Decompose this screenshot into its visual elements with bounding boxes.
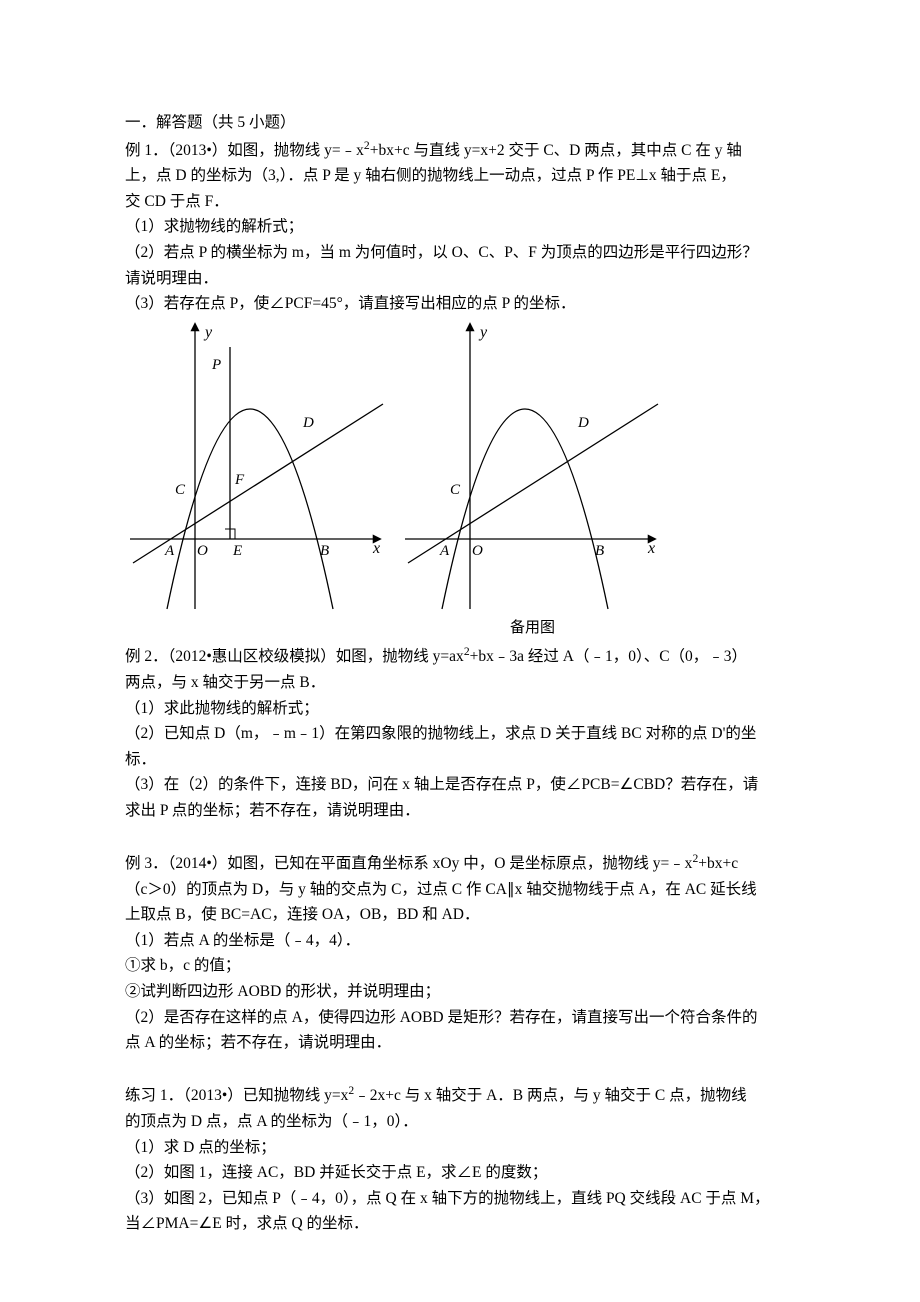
ex2-l2: 两点，与 x 轴交于另一点 B． <box>125 670 795 696</box>
figure-2-caption: 备用图 <box>510 616 555 641</box>
pr1-l2: 的顶点为 D 点，点 A 的坐标为（﹣1，0）． <box>125 1109 795 1135</box>
ex1-l3: 交 CD 于点 F． <box>125 189 795 215</box>
spacer-2 <box>125 1056 795 1082</box>
svg-text:O: O <box>197 543 208 559</box>
ex1-p2: （2）若点 P 的横坐标为 m，当 m 为何值时，以 O、C、P、F 为顶点的四… <box>125 240 795 266</box>
ex1-p2b: 请说明理由． <box>125 266 795 292</box>
svg-text:x: x <box>647 540 655 557</box>
figure-1: x y O A B C D E F P <box>125 319 390 614</box>
pr1-p3: （3）如图 2，已知点 P（﹣4，0），点 Q 在 x 轴下方的抛物线上，直线 … <box>125 1186 795 1212</box>
svg-text:E: E <box>232 543 242 559</box>
ex2-title: 例 2．（2012•惠山区校级模拟）如图，抛物线 y=ax2+bx﹣3a 经过 … <box>125 642 795 670</box>
pr1-p2: （2）如图 1，连接 AC，BD 并延长交于点 E，求∠E 的度数； <box>125 1160 795 1186</box>
svg-text:y: y <box>203 324 213 341</box>
svg-text:O: O <box>472 543 483 559</box>
ex1-title: 例 1．（2013•）如图，抛物线 y=﹣x2+bx+c 与直线 y=x+2 交… <box>125 136 795 164</box>
figure-row: x y O A B C D E F P x y O A B C D 备用图 <box>125 319 795 641</box>
svg-text:y: y <box>478 324 488 341</box>
figure-2: x y O A B C D <box>400 319 665 614</box>
svg-text:A: A <box>439 543 450 559</box>
spacer-1 <box>125 824 795 850</box>
svg-text:D: D <box>577 415 589 431</box>
ex1-p3: （3）若存在点 P，使∠PCF=45°，请直接写出相应的点 P 的坐标． <box>125 291 795 317</box>
ex3-p1: （1）若点 A 的坐标是（﹣4，4）． <box>125 928 795 954</box>
svg-text:B: B <box>595 543 604 559</box>
svg-text:F: F <box>234 472 245 488</box>
ex2-p3: （3）在（2）的条件下，连接 BD，问在 x 轴上是否存在点 P，使∠PCB=∠… <box>125 772 795 798</box>
svg-text:B: B <box>320 543 329 559</box>
ex2-p2b: 标． <box>125 747 795 773</box>
svg-text:A: A <box>164 543 175 559</box>
pr1-p1: （1）求 D 点的坐标； <box>125 1135 795 1161</box>
ex2-p2: （2）已知点 D（m，﹣m﹣1）在第四象限的抛物线上，求点 D 关于直线 BC … <box>125 721 795 747</box>
pr1-title: 练习 1．（2013•）已知抛物线 y=x2﹣2x+c 与 x 轴交于 A．B … <box>125 1081 795 1109</box>
figure-2-cell: x y O A B C D 备用图 <box>400 319 665 641</box>
svg-text:C: C <box>450 482 461 498</box>
ex3-l3: 上取点 B，使 BC=AC，连接 OA，OB，BD 和 AD． <box>125 902 795 928</box>
ex2-p1: （1）求此抛物线的解析式； <box>125 696 795 722</box>
section-heading: 一．解答题（共 5 小题） <box>125 110 795 136</box>
ex3-p2b: 点 A 的坐标；若不存在，请说明理由． <box>125 1030 795 1056</box>
ex3-p1a: ①求 b，c 的值； <box>125 953 795 979</box>
ex1-l2: 上，点 D 的坐标为（3,）．点 P 是 y 轴右侧的抛物线上一动点，过点 P … <box>125 163 795 189</box>
ex2-p3b: 求出 P 点的坐标；若不存在，请说明理由． <box>125 798 795 824</box>
ex3-p1b: ②试判断四边形 AOBD 的形状，并说明理由； <box>125 979 795 1005</box>
svg-text:P: P <box>211 357 221 373</box>
figure-1-cell: x y O A B C D E F P <box>125 319 390 641</box>
svg-text:C: C <box>175 482 186 498</box>
ex3-p2: （2）是否存在这样的点 A，使得四边形 AOBD 是矩形？若存在，请直接写出一个… <box>125 1005 795 1031</box>
ex1-p1: （1）求抛物线的解析式； <box>125 214 795 240</box>
svg-text:D: D <box>302 415 314 431</box>
ex3-l2: （c＞0）的顶点为 D，与 y 轴的交点为 C，过点 C 作 CA∥x 轴交抛物… <box>125 877 795 903</box>
svg-text:x: x <box>372 540 380 557</box>
ex3-title: 例 3．（2014•）如图，已知在平面直角坐标系 xOy 中，O 是坐标原点，抛… <box>125 849 795 877</box>
pr1-p3b: 当∠PMA=∠E 时，求点 Q 的坐标． <box>125 1211 795 1237</box>
